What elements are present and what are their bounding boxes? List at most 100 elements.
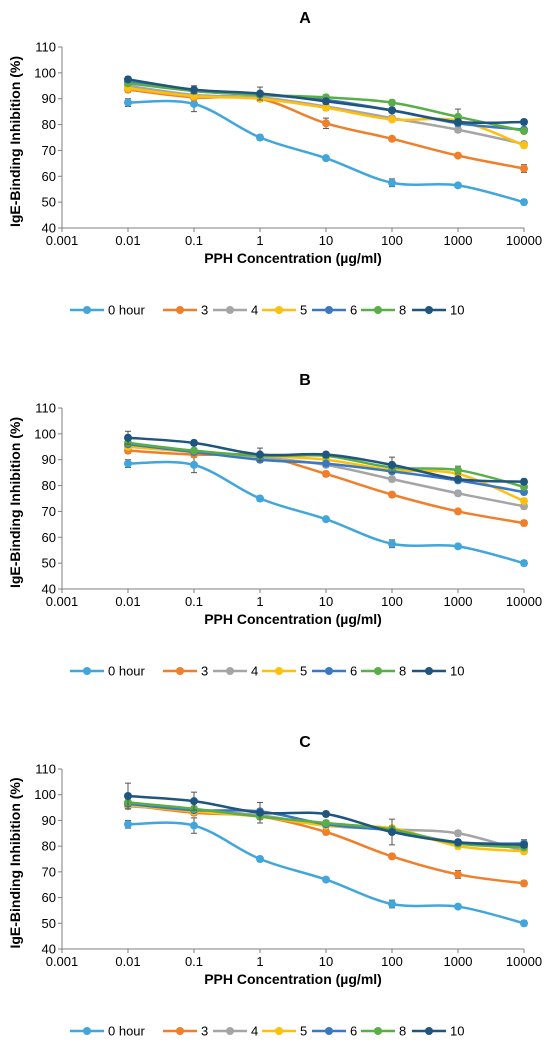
data-point [256, 89, 264, 98]
data-point [454, 475, 462, 484]
y-tick-label: 50 [42, 195, 56, 210]
legend-item: 3 [163, 303, 208, 318]
y-tick-label: 80 [42, 117, 56, 132]
legend-label: 6 [350, 1024, 357, 1039]
y-tick-label: 100 [34, 65, 56, 80]
y-axis-title: IgE-Binding Inhibition (%) [7, 777, 23, 948]
data-point [454, 507, 462, 516]
panel-label: C [299, 734, 311, 751]
y-tick-label: 110 [35, 40, 56, 55]
data-point [256, 494, 264, 503]
legend-item: 6 [312, 303, 357, 318]
data-point [454, 902, 462, 911]
legend-label: 0 hour [108, 664, 146, 679]
legend-swatch-marker [83, 306, 91, 314]
y-tick-label: 70 [42, 143, 56, 158]
legend-swatch-marker [226, 306, 234, 314]
x-tick-label: 1000 [444, 594, 473, 609]
data-point [322, 119, 330, 128]
legend-swatch-marker [374, 667, 382, 675]
legend-item: 10 [412, 303, 464, 318]
data-point [322, 459, 330, 468]
y-tick-label: 110 [35, 762, 56, 777]
data-point [454, 151, 462, 160]
data-point [190, 99, 198, 108]
legend-swatch-marker [325, 667, 333, 675]
data-point [256, 855, 264, 863]
data-point [388, 106, 396, 115]
data-point [454, 838, 462, 847]
x-tick-label: 0.001 [46, 954, 79, 969]
legend-item: 8 [361, 1024, 406, 1039]
series-0-hour [124, 95, 528, 207]
y-tick-label: 90 [42, 452, 56, 467]
legend-item: 10 [412, 664, 464, 679]
legend-label: 8 [399, 1024, 406, 1039]
legend-label: 10 [450, 1024, 464, 1039]
data-point [520, 879, 528, 888]
x-tick-label: 0.001 [46, 233, 79, 248]
x-tick-label: 0.1 [185, 954, 203, 969]
y-tick-label: 90 [42, 91, 56, 106]
data-point [322, 819, 330, 827]
data-point [388, 98, 396, 107]
data-point [124, 98, 132, 107]
data-point [520, 127, 528, 136]
y-tick-label: 60 [42, 169, 56, 184]
data-point [322, 810, 330, 818]
y-tick-label: 80 [42, 478, 56, 493]
data-point [124, 433, 132, 442]
legend-swatch-marker [226, 1027, 234, 1035]
x-tick-label: 10 [319, 954, 333, 969]
data-point [190, 460, 198, 469]
legend-swatch-marker [176, 306, 184, 314]
y-tick-label: 60 [42, 530, 56, 545]
data-point [256, 808, 264, 817]
x-tick-label: 0.01 [115, 954, 140, 969]
data-point [520, 497, 528, 506]
x-tick-label: 0.01 [115, 233, 140, 248]
legend-label: 4 [251, 664, 258, 679]
data-point [520, 519, 528, 528]
x-tick-label: 10000 [506, 594, 542, 609]
x-tick-label: 1000 [444, 233, 473, 248]
data-point [322, 154, 330, 163]
legend-label: 5 [300, 1024, 307, 1039]
legend-swatch-marker [83, 1027, 91, 1035]
data-point [388, 539, 396, 548]
legend-swatch-marker [325, 306, 333, 314]
series-line [127, 99, 525, 204]
legend-item: 0 hour [70, 303, 146, 318]
legend-item: 6 [312, 664, 357, 679]
legend-item: 3 [163, 1024, 208, 1039]
x-axis-title: PPH Concentration (µg/ml) [204, 971, 382, 987]
x-tick-label: 10000 [506, 233, 542, 248]
x-tick-label: 0.1 [185, 233, 203, 248]
legend-swatch-marker [275, 667, 283, 675]
data-point [322, 97, 330, 106]
legend-item: 4 [213, 303, 258, 318]
y-tick-label: 70 [42, 504, 56, 519]
data-point [454, 117, 462, 126]
data-point [322, 515, 330, 524]
y-tick-label: 60 [42, 890, 56, 905]
y-tick-label: 80 [42, 839, 56, 854]
y-tick-label: 50 [42, 556, 56, 571]
x-tick-label: 1000 [444, 954, 473, 969]
data-point [124, 792, 132, 800]
data-point [190, 446, 198, 455]
legend-label: 6 [350, 664, 357, 679]
y-axis-title: IgE-Binding Inhibition (%) [7, 417, 23, 588]
legend-item: 5 [262, 664, 307, 679]
data-point [520, 117, 528, 126]
x-axis-title: PPH Concentration (µg/ml) [204, 250, 382, 266]
data-point [256, 450, 264, 459]
data-point [322, 828, 330, 836]
legend-item: 8 [361, 664, 406, 679]
legend-swatch-marker [176, 667, 184, 675]
data-point [190, 438, 198, 447]
data-point [520, 477, 528, 486]
x-tick-label: 1 [256, 594, 263, 609]
